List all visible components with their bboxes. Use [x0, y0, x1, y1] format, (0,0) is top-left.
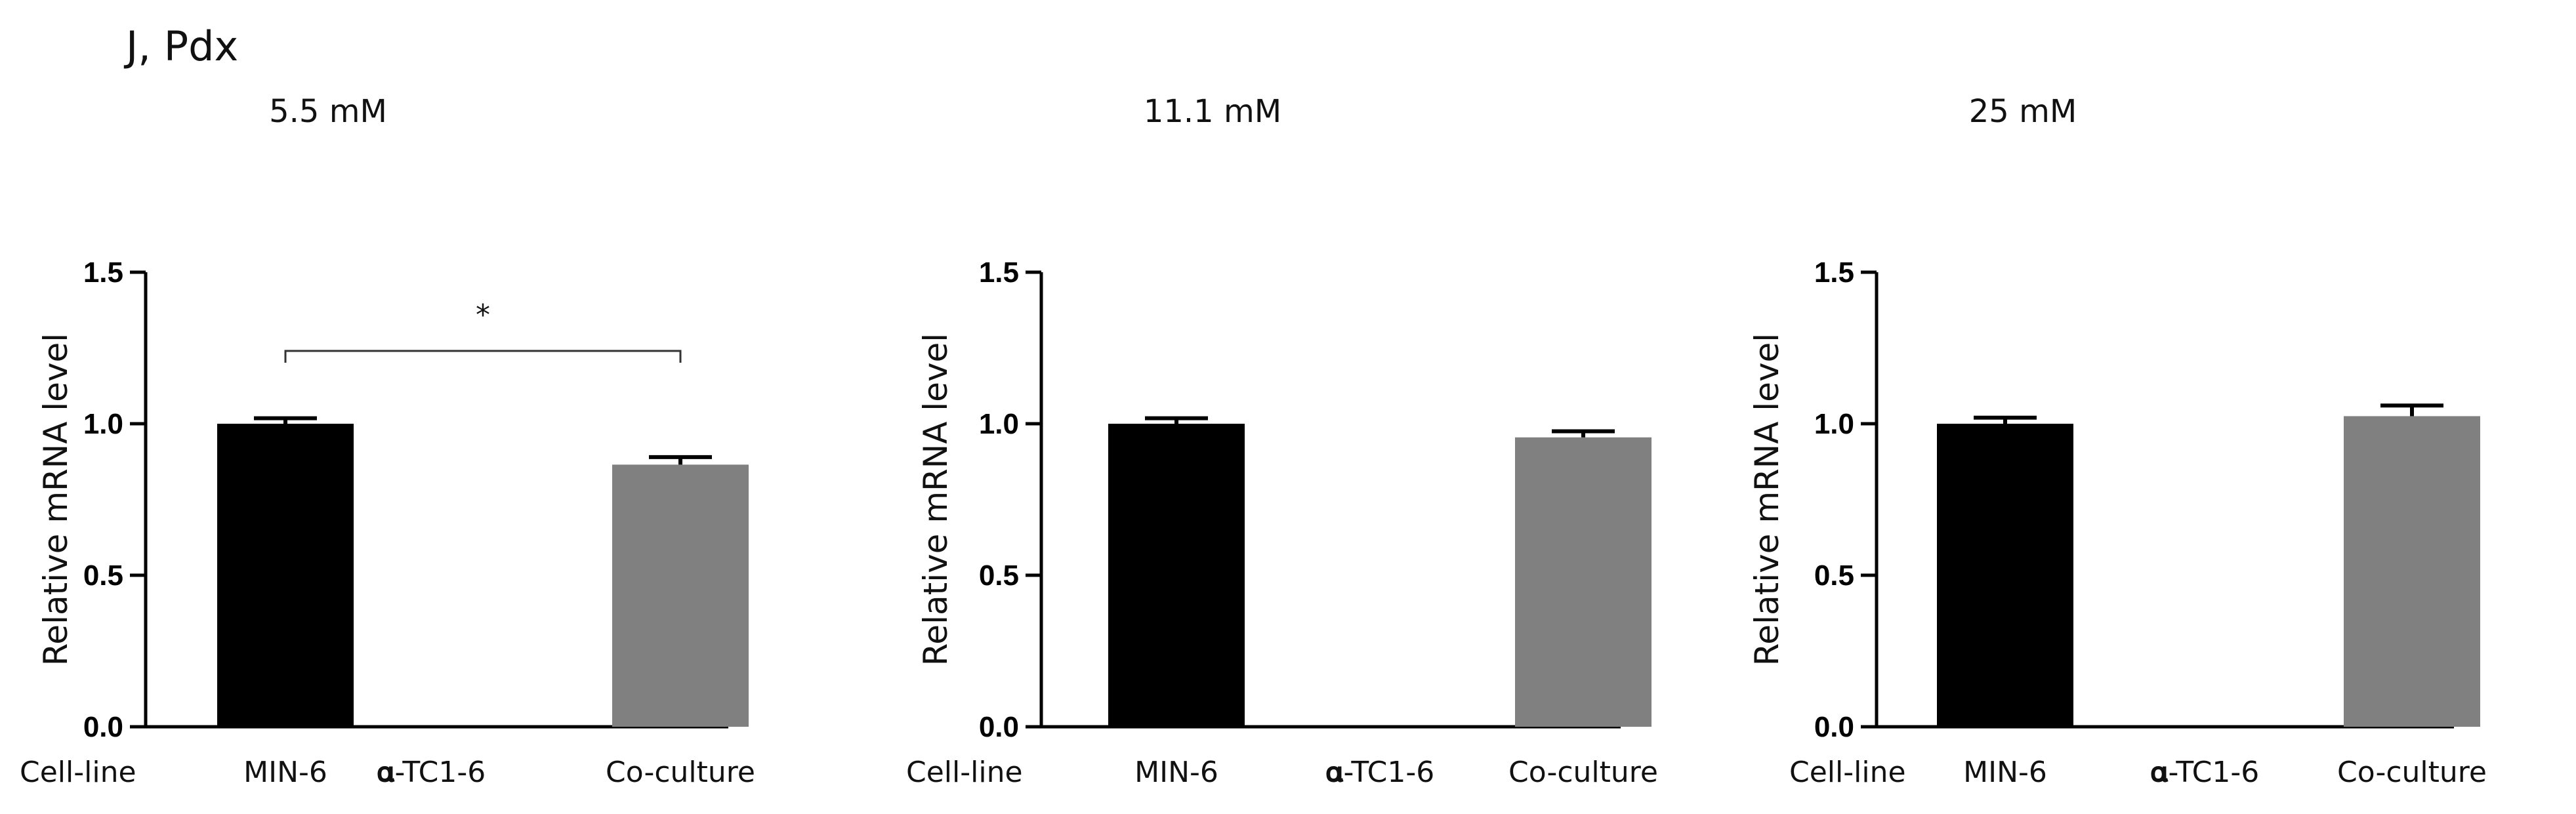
x-tick-label: 𝛂-TC1-6 [377, 756, 486, 789]
y-tick-label: 0.0 [1814, 711, 1854, 743]
y-tick-label: 1.5 [83, 256, 123, 289]
x-tick-label: MIN-6 [243, 756, 327, 789]
bar [1937, 424, 2073, 727]
x-tick-label: Co-culture [1508, 756, 1658, 789]
chart-panel-3: 25 mM Relative mRNA level 0.0 0.5 1.0 1.5 Cell… [1748, 93, 2487, 789]
x-tick-label: MIN-6 [1963, 756, 2047, 789]
x-tick-label: 𝛂-TC1-6 [2150, 756, 2260, 789]
bar [1108, 424, 1245, 727]
bar [217, 424, 354, 727]
y-tick-label: 1.5 [1814, 256, 1854, 289]
x-tick-label: MIN-6 [1134, 756, 1218, 789]
row-label: Cell-line [1789, 756, 1906, 789]
significance-bracket [284, 350, 682, 363]
y-tick-label: 1.0 [1814, 408, 1854, 440]
bar [2344, 416, 2480, 727]
y-axis-label: Relative mRNA level [37, 333, 75, 666]
y-tick-label: 1.5 [979, 256, 1019, 289]
y-tick-label: 0.5 [83, 560, 123, 592]
bar [1515, 437, 1652, 727]
chart-panels: 5.5 mM Relative mRNA level 0.0 0.5 1.0 1.5 Cel… [20, 93, 2487, 789]
chart-panel-2: 11.1 mM Relative mRNA level 0.0 0.5 1.0 1.5 Ce… [906, 93, 1658, 789]
y-tick-label: 1.0 [979, 408, 1019, 440]
y-axis-label: Relative mRNA level [917, 333, 955, 666]
chart-title: 11.1 mM [1144, 93, 1281, 130]
row-label: Cell-line [20, 756, 136, 789]
x-tick-label: Co-culture [2337, 756, 2487, 789]
significance-marker: * [476, 298, 490, 332]
y-tick-label: 0.0 [83, 711, 123, 743]
y-tick-label: 0.0 [979, 711, 1019, 743]
chart-title: 5.5 mM [269, 93, 387, 130]
y-tick-label: 1.0 [83, 408, 123, 440]
y-tick-label: 0.5 [979, 560, 1019, 592]
chart-panel-1: 5.5 mM Relative mRNA level 0.0 0.5 1.0 1.5 Cel… [20, 93, 755, 789]
y-tick-label: 0.5 [1814, 560, 1854, 592]
bar [612, 464, 749, 727]
panel-label: J, Pdx [123, 22, 238, 70]
x-tick-label: 𝛂-TC1-6 [1325, 756, 1435, 789]
row-label: Cell-line [906, 756, 1023, 789]
x-tick-label: Co-culture [606, 756, 755, 789]
y-axis-label: Relative mRNA level [1748, 333, 1786, 666]
chart-title: 25 mM [1969, 93, 2077, 130]
